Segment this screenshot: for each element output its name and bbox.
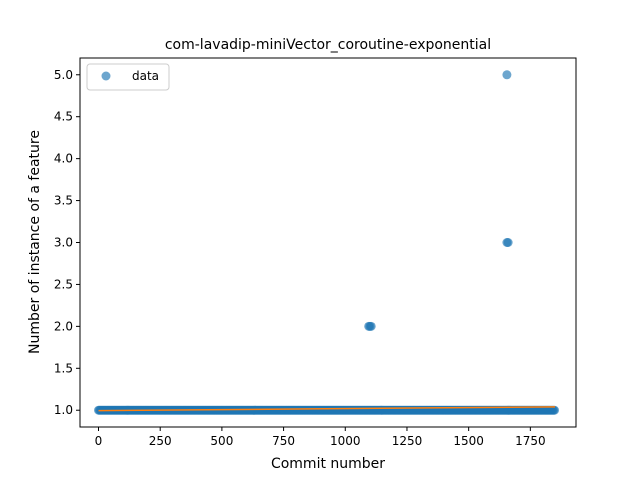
data-point — [503, 238, 513, 247]
x-axis-label: Commit number — [271, 456, 385, 472]
x-tick-label: 1750 — [515, 434, 546, 448]
y-tick-label: 2.0 — [54, 319, 73, 333]
fit-line — [98, 406, 556, 412]
legend-label-data: data — [132, 69, 159, 83]
y-tick-label: 4.0 — [54, 152, 73, 166]
y-axis-label: Number of instance of a feature — [27, 130, 43, 354]
x-tick-label: 1250 — [392, 434, 423, 448]
legend: data — [86, 63, 170, 91]
x-tick-label: 1500 — [453, 434, 484, 448]
plot-frame — [79, 57, 577, 428]
x-tick-label: 1000 — [330, 434, 361, 448]
data-point — [366, 321, 376, 331]
fit-line-layer — [98, 406, 556, 412]
legend-box — [86, 63, 170, 91]
y-axis-ticks: 1.0 1.5 2.0 2.5 3.0 3.5 4.0 4.5 5.0 — [54, 68, 80, 417]
data-point-baseline — [550, 405, 560, 415]
legend-marker-data — [101, 71, 111, 81]
y-tick-label: 3.0 — [54, 236, 73, 250]
y-tick-label: 1.5 — [54, 361, 73, 375]
y-tick-label: 1.0 — [54, 403, 73, 417]
x-tick-label: 0 — [95, 434, 103, 448]
y-tick-label: 2.5 — [54, 277, 73, 291]
x-tick-label: 250 — [149, 434, 172, 448]
x-tick-label: 750 — [272, 434, 295, 448]
y-tick-label: 4.5 — [54, 110, 73, 124]
y-tick-label: 3.5 — [54, 194, 73, 208]
data-point — [502, 70, 512, 80]
y-tick-label: 5.0 — [54, 68, 73, 82]
x-axis-ticks: 0 250 500 750 1000 1250 1500 1750 — [95, 427, 546, 448]
chart-title: com-lavadip-miniVector_coroutine-exponen… — [165, 37, 491, 53]
x-tick-label: 500 — [210, 434, 233, 448]
